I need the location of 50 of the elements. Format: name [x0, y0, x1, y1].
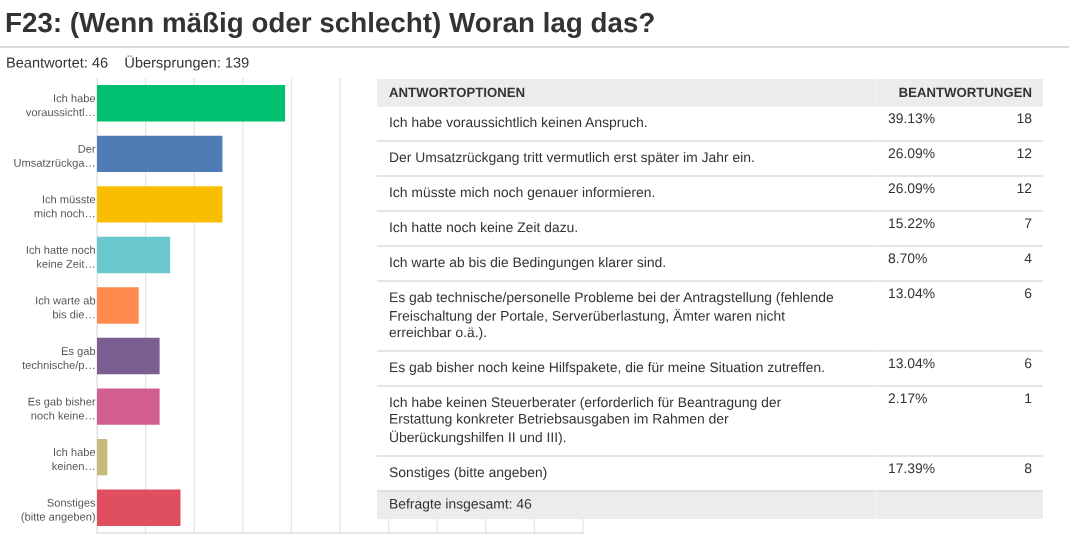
data-label: 26.09%: [888, 183, 935, 194]
y-tick-label: Sonstiges (bitte angeben): [21, 498, 96, 523]
data-label: 12: [1017, 148, 1032, 159]
data-label: 17.39%: [889, 463, 935, 474]
category-label: Es gab technische/personelle Probleme bei der Antragstellung (fehlende Freischaltung der Portale, Serverüberlastung, Ämter waren nicht erreichbar o.ä.).: [389, 292, 834, 340]
bar: [97, 135, 223, 173]
text: BEANTWORTUNGEN: [899, 87, 1032, 98]
bar: [97, 438, 108, 476]
y-tick-label: Ich habe keinen…: [52, 447, 96, 471]
bar: [97, 287, 139, 324]
y-tick-label: Ich hatte noch keine Zeit…: [26, 245, 95, 268]
data-label: 4: [1024, 253, 1032, 264]
y-tick-label: Es gab bisher noch keine…: [28, 397, 96, 420]
data-label: 2.17%: [888, 393, 927, 404]
bar: [97, 337, 160, 375]
data-label: 7: [1024, 218, 1032, 229]
data-label: 12: [1017, 183, 1032, 194]
category-label: Ich warte ab bis die Bedingungen klarer sind.: [390, 257, 665, 270]
data-label: 15.22%: [889, 218, 935, 229]
data-label: 6: [1024, 288, 1032, 299]
bar: [97, 236, 171, 274]
category-label: Ich habe voraussichtlich keinen Anspruch.: [390, 117, 647, 130]
chart-title: F23: (Wenn mäßig oder schlecht) Woran lag das?: [6, 11, 654, 39]
data-label: 39.13%: [888, 113, 935, 124]
data-label: 8.70%: [888, 253, 927, 264]
y-tick-label: Ich habe voraussichtl…: [25, 94, 96, 117]
y-tick-label: Der Umsatzrückga…: [14, 145, 96, 169]
data-label: 13.04%: [889, 288, 935, 299]
data-label: 8: [1024, 463, 1032, 474]
category-label: Ich müsste mich noch genauer informieren.: [390, 187, 655, 200]
category-label: Sonstiges (bitte angeben): [389, 467, 547, 480]
data-label: 1: [1025, 393, 1032, 404]
y-tick-label: Ich müsste mich noch…: [34, 195, 96, 218]
y-tick-label: Ich warte ab bis die…: [36, 296, 96, 319]
text: Befragte insgesamt: 46: [390, 498, 532, 512]
bar: [97, 186, 223, 223]
chart-subtitle: Beantwortet: 46 Übersprungen: 139: [7, 55, 249, 71]
data-label: 18: [1017, 113, 1032, 124]
data-label: 13.04%: [889, 358, 935, 369]
bar: [97, 388, 160, 425]
text: ANTWORTOPTIONEN: [389, 87, 525, 98]
category-label: Ich habe keinen Steuerberater (erforderlich für Beantragung der Erstattung konkreter Betriebsausgaben im Rahmen der Überückungshilfen II und III).: [390, 397, 781, 445]
category-label: Es gab bisher noch keine Hilfspakete, die für meine Situation zutreffen.: [390, 362, 824, 375]
data-label: 26.09%: [888, 148, 935, 159]
category-label: Der Umsatzrückgang tritt vermutlich erst später im Jahr ein.: [390, 152, 754, 165]
bar: [97, 489, 181, 526]
category-label: Ich hatte noch keine Zeit dazu.: [390, 222, 577, 233]
data-label: 6: [1024, 358, 1032, 369]
y-tick-label: Es gab technische/p…: [22, 346, 96, 372]
bar: [97, 85, 286, 122]
